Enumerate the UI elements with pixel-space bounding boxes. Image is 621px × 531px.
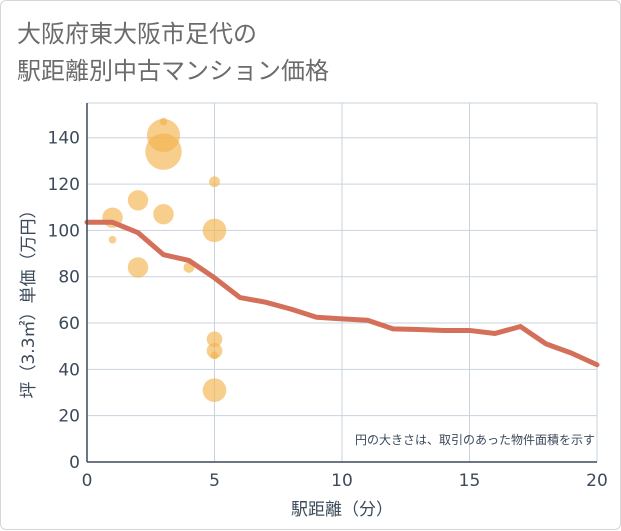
bubble (108, 235, 117, 244)
bubble (206, 331, 223, 348)
chart-title-line-1: 大阪府東大阪市足代の (17, 20, 257, 48)
tick-labels: 0 20 40 60 80 100 120 140 0 5 10 15 20 (48, 129, 608, 491)
bubble (210, 351, 219, 360)
bubble (206, 343, 223, 359)
chart-title-line-2: 駅距離別中古マンション価格 (17, 57, 329, 85)
bubble (209, 176, 220, 188)
x-tick-label: 20 (586, 471, 608, 491)
bubble-layer (102, 117, 227, 403)
bubble-size-note: 円の大きさは、取引のあった物件面積を示す (355, 432, 595, 447)
bubble (127, 190, 149, 211)
y-axis-title: 坪（3.3㎡）単価（万円） (19, 201, 39, 398)
x-tick-label: 10 (331, 471, 353, 491)
y-tick-label: 80 (58, 268, 80, 288)
bubble (127, 257, 149, 278)
x-tick-label: 15 (459, 471, 481, 491)
x-axis-title: 駅距離（分） (291, 500, 393, 520)
bubble (145, 133, 182, 170)
price-trend-line (84, 219, 600, 368)
y-tick-label: 40 (58, 360, 80, 380)
line-layer (84, 219, 600, 368)
bubble (202, 218, 227, 243)
x-tick-label: 5 (209, 471, 220, 491)
axes (86, 103, 597, 463)
y-tick-label: 100 (48, 221, 80, 241)
x-tick-label: 0 (82, 471, 93, 491)
y-tick-label: 140 (48, 129, 80, 149)
bubble (202, 378, 227, 403)
bubble (153, 203, 174, 225)
y-tick-label: 20 (58, 407, 80, 427)
y-tick-label: 60 (58, 314, 80, 334)
y-tick-label: 0 (69, 453, 80, 473)
y-tick-label: 120 (48, 175, 80, 195)
